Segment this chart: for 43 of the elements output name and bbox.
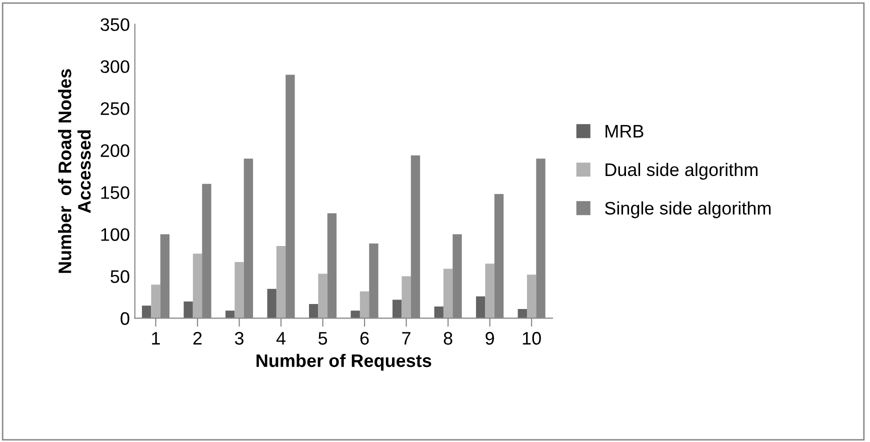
x-tick-label: 2 [193, 332, 202, 345]
y-tick-label: 200 [100, 144, 130, 157]
bar [350, 310, 360, 318]
bar [308, 304, 318, 318]
bar [184, 301, 193, 318]
bar [318, 274, 328, 318]
bar [192, 254, 202, 318]
y-axis-title: Number of Road Nodes Accessed [58, 69, 91, 273]
y-tick-label: 350 [100, 18, 130, 32]
bar [526, 274, 536, 318]
bar [476, 296, 486, 318]
bar [151, 284, 160, 318]
bar [392, 300, 402, 318]
y-tick-label: 150 [101, 186, 130, 199]
x-tick-label: 1 [152, 332, 160, 345]
bar [267, 288, 276, 318]
x-tick-label: 4 [276, 332, 286, 345]
bar [402, 276, 411, 318]
x-tick-label: 3 [234, 332, 244, 345]
bar [234, 262, 244, 318]
x-tick-label: 7 [402, 332, 410, 345]
bar [276, 246, 286, 318]
y-tick-label: 50 [110, 270, 130, 283]
legend-label: MRB [606, 125, 644, 138]
x-tick-label: 10 [522, 332, 541, 345]
legend-label: Dual side algorithm [606, 162, 758, 180]
x-axis-title: Number of Requests [256, 354, 432, 371]
y-tick-label: 300 [100, 60, 130, 74]
y-tick-label: 0 [120, 312, 130, 325]
bar [360, 291, 370, 318]
bar [485, 264, 494, 318]
bar [518, 309, 527, 318]
x-tick-label: 9 [486, 332, 494, 345]
y-tick-label: 250 [100, 102, 130, 116]
x-tick-label: 5 [318, 332, 328, 345]
bar [434, 306, 444, 318]
bar [142, 306, 152, 318]
x-tick-label: 8 [444, 332, 452, 345]
x-tick-label: 6 [360, 332, 369, 345]
y-tick-label: 100 [101, 228, 130, 241]
bar [443, 268, 453, 318]
bar [225, 310, 235, 318]
legend-label: Single side algorithm [604, 201, 771, 218]
